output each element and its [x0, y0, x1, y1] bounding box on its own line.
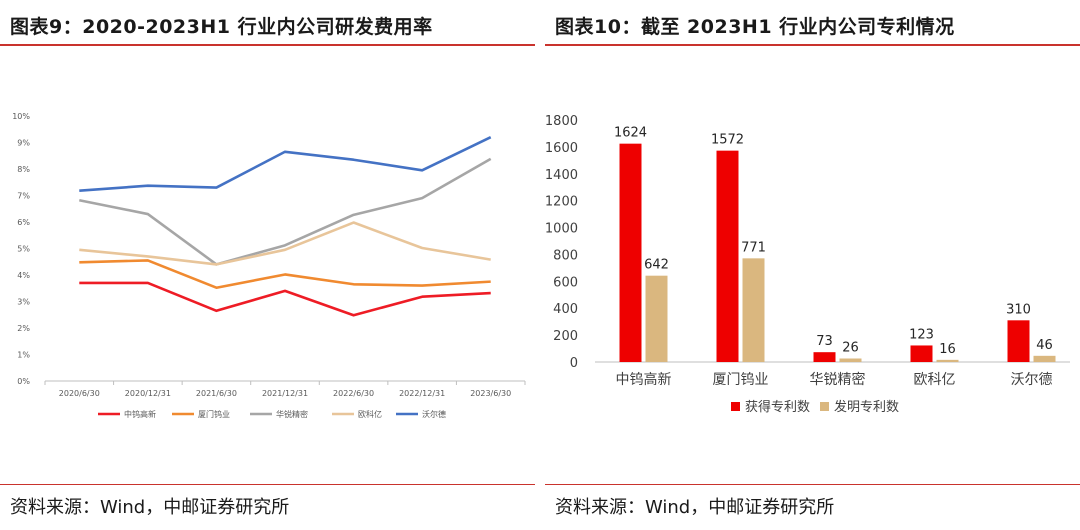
bar-0 [716, 150, 739, 362]
y-tick-label: 3% [17, 298, 30, 307]
legend-label: 发明专利数 [834, 399, 899, 415]
series-line-3 [79, 221, 491, 266]
x-category-label: 中钨高新 [616, 371, 672, 388]
y-tick-label: 9% [17, 139, 30, 148]
bar-value-label: 73 [816, 334, 833, 349]
y-tick-label: 10% [12, 112, 30, 121]
series-line-4 [79, 136, 492, 193]
right-panel: 图表10：截至 2023H1 行业内公司专利情况 0 200 400 600 800 10… [545, 0, 1080, 530]
legend-label: 欧科亿 [358, 409, 382, 419]
legend-label: 中钨高新 [124, 409, 156, 419]
legend-label: 沃尔德 [422, 409, 446, 419]
bar-1 [645, 275, 668, 362]
y-tick-label: 6% [17, 218, 30, 227]
y-tick-label: 8% [17, 165, 30, 174]
x-tick-label: 2021/6/30 [196, 389, 237, 398]
x-category-label: 华锐精密 [810, 371, 866, 388]
bar-value-label: 1572 [711, 133, 744, 148]
y-tick-label: 0 [570, 356, 578, 371]
series-line-2 [79, 157, 492, 266]
x-tick-label: 2020/6/30 [59, 389, 100, 398]
left-title-divider [0, 44, 535, 46]
bar-value-label: 26 [842, 341, 859, 356]
rd-ratio-line-chart: 0% 1% 2% 3% 4% 5% 6% 7% 8% 9% 10% 2020/6/30 2020/12/… [12, 112, 526, 419]
y-tick-label: 1800 [545, 114, 578, 129]
x-tick-label: 2020/12/31 [125, 389, 171, 398]
y-tick-label: 400 [553, 302, 578, 317]
right-source-note: 资料来源：Wind，中邮证券研究所 [555, 497, 835, 518]
patent-bar-chart: 020040060080010001200140016001800中钨高新162… [545, 114, 1070, 415]
bar-0 [910, 345, 933, 362]
series-line-1 [79, 259, 491, 290]
x-tick-label: 2022/6/30 [333, 389, 374, 398]
y-tick-label: 1% [17, 351, 30, 360]
y-tick-label: 1200 [545, 195, 578, 210]
y-tick-label: 1000 [545, 222, 578, 237]
series-line-0 [79, 281, 491, 317]
bar-value-label: 123 [909, 327, 934, 342]
bar-1 [1033, 355, 1056, 362]
x-tick-label: 2021/12/31 [262, 389, 308, 398]
x-tick-label: 2022/12/31 [399, 389, 445, 398]
y-tick-label: 1600 [545, 141, 578, 156]
legend-swatch [820, 402, 829, 411]
y-tick-label: 800 [553, 248, 578, 263]
bar-value-label: 46 [1036, 338, 1053, 353]
legend-label: 获得专利数 [745, 399, 810, 415]
bar-value-label: 771 [741, 240, 766, 255]
left-panel: 图表9：2020-2023H1 行业内公司研发费用率 0% 1% 2% 3% 4% 5% 6… [0, 0, 535, 530]
x-category-label: 沃尔德 [1011, 372, 1053, 388]
x-category-label: 厦门钨业 [713, 372, 769, 388]
bar-1 [936, 359, 959, 362]
y-tick-label: 200 [553, 329, 578, 344]
x-category-label: 欧科亿 [914, 372, 956, 388]
y-tick-label: 2% [17, 324, 30, 333]
y-tick-label: 4% [17, 271, 30, 280]
y-tick-label: 1400 [545, 168, 578, 183]
left-source-divider [0, 484, 535, 485]
bar-0 [619, 143, 642, 362]
bar-value-label: 1624 [614, 126, 647, 141]
bar-1 [742, 258, 765, 362]
right-title-divider [545, 44, 1080, 46]
y-tick-label: 5% [17, 245, 30, 254]
legend-swatch [731, 402, 740, 411]
x-tick-label: 2023/6/30 [470, 389, 511, 398]
left-source-note: 资料来源：Wind，中邮证券研究所 [10, 497, 290, 518]
legend-label: 华锐精密 [276, 409, 308, 419]
legend-label: 厦门钨业 [198, 409, 230, 419]
right-chart-title: 图表10：截至 2023H1 行业内公司专利情况 [555, 16, 955, 38]
bar-value-label: 642 [644, 258, 669, 273]
bar-value-label: 310 [1006, 302, 1031, 317]
bar-1 [839, 358, 862, 362]
bar-value-label: 16 [939, 342, 956, 357]
left-chart-title: 图表9：2020-2023H1 行业内公司研发费用率 [10, 16, 433, 38]
y-tick-label: 7% [17, 192, 30, 201]
right-source-divider [545, 484, 1080, 485]
y-tick-label: 0% [17, 377, 30, 386]
y-tick-label: 600 [553, 275, 578, 290]
bar-0 [1007, 320, 1030, 362]
bar-0 [813, 352, 836, 362]
